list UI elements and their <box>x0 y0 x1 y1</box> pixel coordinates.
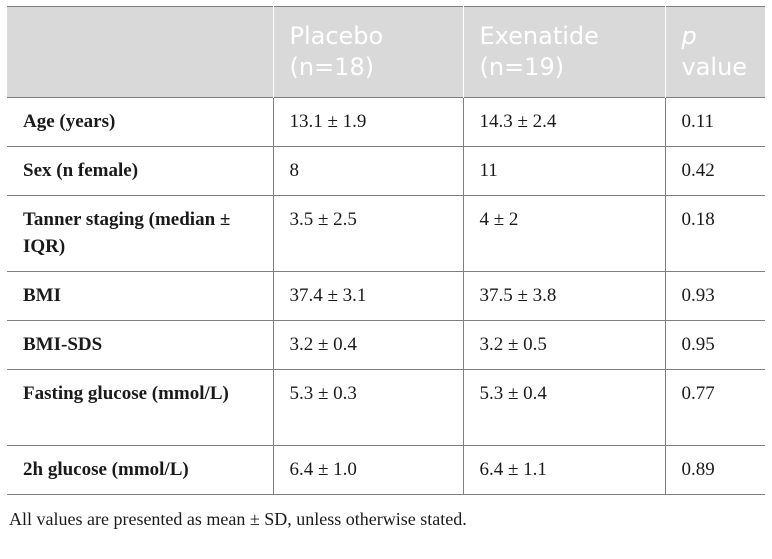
table-header: Placebo (n=18) Exenatide (n=19) p value <box>7 6 765 98</box>
row-label: Tanner staging (median ± IQR) <box>7 195 273 272</box>
table-footnote: All values are presented as mean ± SD, u… <box>9 509 467 529</box>
header-row: Placebo (n=18) Exenatide (n=19) p value <box>7 6 765 98</box>
row-label: BMI-SDS <box>7 320 273 370</box>
table-row: 2h glucose (mmol/L) 6.4 ± 1.0 6.4 ± 1.1 … <box>7 445 765 495</box>
table-row: Tanner staging (median ± IQR) 3.5 ± 2.5 … <box>7 195 765 272</box>
exenatide-value: 14.3 ± 2.4 <box>462 97 665 147</box>
placebo-value: 5.3 ± 0.3 <box>272 369 463 446</box>
p-value: 0.93 <box>664 271 765 321</box>
p-value: 0.18 <box>664 195 765 272</box>
header-placebo-line1: Placebo <box>289 22 384 50</box>
row-label: BMI <box>7 271 273 321</box>
exenatide-value: 3.2 ± 0.5 <box>462 320 665 370</box>
row-label: Sex (n female) <box>7 146 273 196</box>
header-placebo-line2: (n=18) <box>289 53 375 81</box>
placebo-value: 8 <box>272 146 463 196</box>
placebo-value: 13.1 ± 1.9 <box>272 97 463 147</box>
table-row: BMI 37.4 ± 3.1 37.5 ± 3.8 0.93 <box>7 271 765 321</box>
p-value: 0.42 <box>664 146 765 196</box>
header-cell-blank <box>7 6 273 98</box>
placebo-value: 6.4 ± 1.0 <box>272 445 463 495</box>
table-row: Fasting glucose (mmol/L) 5.3 ± 0.3 5.3 ±… <box>7 369 765 446</box>
exenatide-value: 11 <box>462 146 665 196</box>
row-label: Age (years) <box>7 97 273 147</box>
placebo-value: 3.5 ± 2.5 <box>272 195 463 272</box>
row-label: Fasting glucose (mmol/L) <box>7 369 273 446</box>
table-row: Sex (n female) 8 11 0.42 <box>7 146 765 196</box>
header-cell-p-value: p value <box>664 6 765 98</box>
header-exenatide-line1: Exenatide <box>479 22 599 50</box>
exenatide-value: 4 ± 2 <box>462 195 665 272</box>
exenatide-value: 5.3 ± 0.4 <box>462 369 665 446</box>
table-body: Age (years) 13.1 ± 1.9 14.3 ± 2.4 0.11 S… <box>7 97 765 495</box>
row-label: 2h glucose (mmol/L) <box>7 445 273 495</box>
placebo-value: 3.2 ± 0.4 <box>272 320 463 370</box>
p-value: 0.95 <box>664 320 765 370</box>
baseline-characteristics-table: Placebo (n=18) Exenatide (n=19) p value … <box>7 6 765 495</box>
header-cell-placebo: Placebo (n=18) <box>272 6 463 98</box>
p-value: 0.77 <box>664 369 765 446</box>
header-cell-exenatide: Exenatide (n=19) <box>462 6 665 98</box>
exenatide-value: 6.4 ± 1.1 <box>462 445 665 495</box>
header-p-line1: p <box>681 22 697 50</box>
header-exenatide-line2: (n=19) <box>479 53 565 81</box>
table-row: BMI-SDS 3.2 ± 0.4 3.2 ± 0.5 0.95 <box>7 320 765 370</box>
header-p-line2: value <box>681 53 748 81</box>
p-value: 0.11 <box>664 97 765 147</box>
exenatide-value: 37.5 ± 3.8 <box>462 271 665 321</box>
p-value: 0.89 <box>664 445 765 495</box>
placebo-value: 37.4 ± 3.1 <box>272 271 463 321</box>
baseline-characteristics-table-container: Placebo (n=18) Exenatide (n=19) p value … <box>7 6 765 530</box>
table-row: Age (years) 13.1 ± 1.9 14.3 ± 2.4 0.11 <box>7 97 765 147</box>
